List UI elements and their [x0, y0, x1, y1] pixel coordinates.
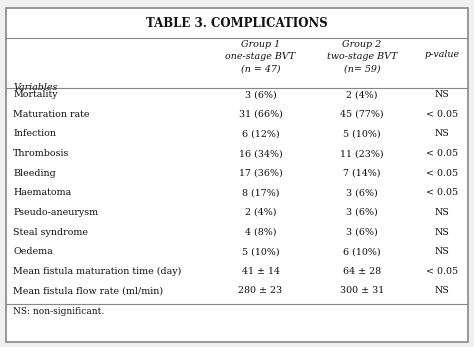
- Text: 8 (17%): 8 (17%): [242, 188, 279, 197]
- Text: 45 (77%): 45 (77%): [340, 110, 383, 119]
- Text: 64 ± 28: 64 ± 28: [343, 267, 381, 276]
- Text: Mean fistula maturation time (day): Mean fistula maturation time (day): [13, 267, 182, 276]
- Text: NS: NS: [435, 228, 449, 237]
- Text: Variables: Variables: [13, 83, 57, 92]
- Text: Mortality: Mortality: [13, 90, 58, 99]
- Text: 7 (14%): 7 (14%): [343, 169, 381, 178]
- Text: 16 (34%): 16 (34%): [239, 149, 283, 158]
- Text: p-value: p-value: [424, 50, 460, 59]
- Text: < 0.05: < 0.05: [426, 149, 458, 158]
- Text: 280 ± 23: 280 ± 23: [238, 286, 283, 295]
- Text: NS: NS: [435, 208, 449, 217]
- Text: 3 (6%): 3 (6%): [346, 188, 378, 197]
- Text: 4 (8%): 4 (8%): [245, 228, 276, 237]
- Text: < 0.05: < 0.05: [426, 267, 458, 276]
- Text: Oedema: Oedema: [13, 247, 53, 256]
- Text: 5 (10%): 5 (10%): [242, 247, 279, 256]
- Text: Haematoma: Haematoma: [13, 188, 72, 197]
- Text: 3 (6%): 3 (6%): [346, 208, 378, 217]
- Text: Mean fistula flow rate (ml/min): Mean fistula flow rate (ml/min): [13, 286, 164, 295]
- Text: < 0.05: < 0.05: [426, 169, 458, 178]
- Text: NS: NS: [435, 90, 449, 99]
- Text: 3 (6%): 3 (6%): [346, 228, 378, 237]
- Text: NS: non-significant.: NS: non-significant.: [13, 307, 104, 316]
- Text: < 0.05: < 0.05: [426, 110, 458, 119]
- Text: TABLE 3. COMPLICATIONS: TABLE 3. COMPLICATIONS: [146, 17, 328, 30]
- Text: 5 (10%): 5 (10%): [343, 129, 381, 138]
- Text: NS: NS: [435, 286, 449, 295]
- Text: Bleeding: Bleeding: [13, 169, 56, 178]
- Text: 2 (4%): 2 (4%): [346, 90, 378, 99]
- Text: 2 (4%): 2 (4%): [245, 208, 276, 217]
- Text: 41 ± 14: 41 ± 14: [242, 267, 280, 276]
- Text: < 0.05: < 0.05: [426, 188, 458, 197]
- Text: 11 (23%): 11 (23%): [340, 149, 383, 158]
- Text: 6 (12%): 6 (12%): [242, 129, 279, 138]
- Text: NS: NS: [435, 247, 449, 256]
- Text: 31 (66%): 31 (66%): [238, 110, 283, 119]
- Text: 3 (6%): 3 (6%): [245, 90, 276, 99]
- Text: Group 2
two-stage BVT
(n= 59): Group 2 two-stage BVT (n= 59): [327, 40, 397, 73]
- Text: Pseudo-aneurysm: Pseudo-aneurysm: [13, 208, 98, 217]
- Text: Steal syndrome: Steal syndrome: [13, 228, 88, 237]
- Text: Group 1
one-stage BVT
(n = 47): Group 1 one-stage BVT (n = 47): [226, 40, 296, 73]
- Text: 6 (10%): 6 (10%): [343, 247, 381, 256]
- Text: 17 (36%): 17 (36%): [239, 169, 283, 178]
- Text: Maturation rate: Maturation rate: [13, 110, 90, 119]
- Text: NS: NS: [435, 129, 449, 138]
- Text: Infection: Infection: [13, 129, 56, 138]
- Text: 300 ± 31: 300 ± 31: [340, 286, 384, 295]
- Text: Thrombosis: Thrombosis: [13, 149, 70, 158]
- FancyBboxPatch shape: [6, 8, 468, 342]
